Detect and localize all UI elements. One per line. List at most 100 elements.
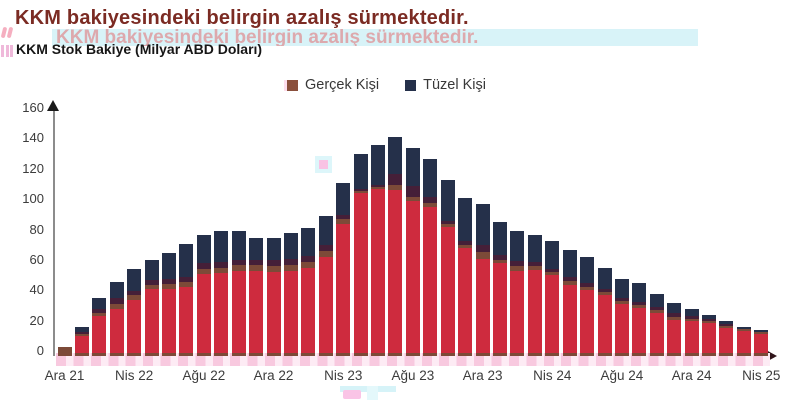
red-ghost-segment: [580, 289, 595, 353]
red-ghost-segment: [649, 313, 664, 353]
brown-base-segment: [127, 352, 142, 356]
brown-segment: [405, 196, 420, 202]
purple-overlap-segment: [702, 318, 717, 322]
x-axis-tick-label: Nis 23: [324, 368, 363, 383]
purple-overlap-segment: [353, 188, 368, 192]
brown-segment: [353, 191, 368, 194]
brown-segment: [684, 318, 699, 322]
navy-segment: [231, 231, 246, 260]
brown-base-segment: [510, 352, 525, 356]
bar-ara-24: [684, 308, 699, 356]
purple-overlap-segment: [249, 259, 264, 265]
navy-segment: [196, 234, 211, 264]
navy-segment: [127, 269, 142, 291]
brown-segment: [510, 266, 525, 271]
red-ghost-segment: [545, 275, 560, 353]
brown-segment: [301, 261, 316, 268]
navy-segment: [92, 298, 107, 309]
edge-artifact-bar-1: [1, 45, 4, 57]
brown-base-segment: [440, 352, 455, 356]
navy-segment: [702, 314, 717, 319]
brown-base-segment: [318, 352, 333, 356]
y-axis-tick-label: 20: [29, 312, 44, 328]
purple-overlap-segment: [336, 214, 351, 220]
navy-segment: [562, 249, 577, 278]
bar-month-19: [371, 144, 386, 356]
ghost-title-text: KKM bakiyesindeki belirgin azalış sürmek…: [56, 29, 479, 46]
brown-base-segment: [632, 352, 647, 356]
brown-segment: [423, 202, 438, 208]
red-ghost-segment: [719, 327, 734, 353]
brown-base-segment: [684, 352, 699, 356]
brown-segment: [527, 266, 542, 271]
red-ghost-segment: [475, 258, 490, 353]
brown-segment: [458, 245, 473, 249]
bar-month-31: [580, 257, 595, 356]
bar-month-27: [510, 231, 525, 356]
navy-segment: [458, 198, 473, 242]
navy-segment: [144, 260, 159, 281]
brown-segment: [249, 264, 264, 271]
navy-segment: [754, 330, 769, 333]
brown-base-segment: [109, 352, 124, 356]
red-ghost-segment: [440, 226, 455, 353]
legend-label-gercek: Gerçek Kişi: [305, 77, 380, 93]
navy-segment: [510, 231, 525, 262]
bar-month-11: [231, 231, 246, 356]
brown-base-segment: [162, 352, 177, 356]
navy-segment: [109, 281, 124, 299]
purple-overlap-segment: [510, 261, 525, 267]
navy-segment: [493, 222, 507, 255]
brown-base-segment: [92, 352, 107, 356]
ghost-blob-pink-artifact: [343, 390, 361, 399]
brown-segment: [649, 310, 664, 314]
red-ghost-segment: [736, 330, 751, 353]
red-ghost-segment: [92, 316, 107, 353]
red-ghost-segment: [562, 284, 577, 353]
red-ghost-segment: [458, 248, 473, 353]
bar-ağu-24: [614, 278, 629, 356]
brown-segment: [179, 281, 194, 287]
navy-segment: [249, 237, 264, 260]
brown-segment: [614, 301, 629, 305]
navy-segment: [405, 147, 420, 186]
purple-overlap-segment: [318, 245, 333, 252]
red-ghost-segment: [510, 270, 525, 353]
bar-month-35: [649, 293, 664, 356]
brown-segment: [318, 251, 333, 258]
purple-overlap-segment: [527, 261, 542, 267]
x-axis-tick-label: Ağu 23: [391, 368, 435, 383]
x-axis-tick-label: Ara 21: [44, 368, 85, 383]
bar-nis-22: [127, 269, 142, 356]
brown-segment: [632, 305, 647, 309]
brown-base-segment: [475, 352, 490, 356]
bar-ara-22: [266, 237, 281, 356]
brown-base-segment: [144, 352, 159, 356]
brown-base-segment: [423, 352, 438, 356]
red-ghost-segment: [371, 188, 386, 353]
bar-month-38: [702, 314, 717, 356]
purple-overlap-segment: [109, 298, 124, 305]
purple-overlap-segment: [231, 259, 246, 265]
bar-ara-21: [57, 346, 72, 356]
navy-segment: [440, 179, 455, 221]
purple-overlap-segment: [162, 279, 177, 284]
red-ghost-segment: [266, 272, 281, 353]
x-axis-tick-label: Nis 24: [533, 368, 572, 383]
navy-segment: [318, 216, 333, 246]
navy-segment: [667, 302, 682, 314]
legend-item-gercek: Gerçek Kişi: [287, 77, 379, 93]
red-ghost-segment: [301, 267, 316, 353]
purple-overlap-segment: [92, 308, 107, 314]
bar-ağu-23: [405, 147, 420, 356]
purple-overlap-segment: [371, 185, 386, 188]
tuzel-kisi-swatch-icon: [405, 79, 417, 91]
red-ghost-segment: [162, 289, 177, 353]
brown-base-segment: [336, 352, 351, 356]
brown-segment: [388, 185, 403, 191]
brown-segment: [214, 267, 229, 274]
purple-overlap-segment: [597, 289, 612, 293]
red-ghost-segment: [684, 321, 699, 353]
y-axis-line: [52, 109, 55, 356]
bar-month-39: [719, 321, 734, 356]
